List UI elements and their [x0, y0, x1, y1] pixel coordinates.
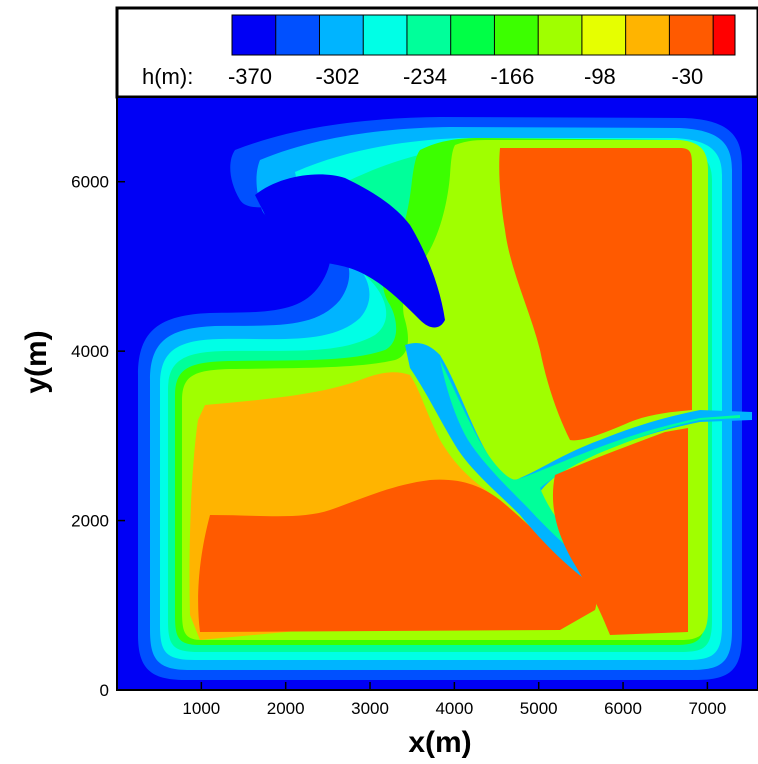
x-tick-label: 3000 — [351, 699, 389, 718]
legend-tick-label: -166 — [490, 64, 534, 89]
legend-swatch — [581, 15, 627, 55]
x-tick-label: 2000 — [267, 699, 305, 718]
x-tick-label: 5000 — [520, 699, 558, 718]
lower-right-block — [552, 428, 688, 635]
legend-tick-label: -30 — [672, 64, 704, 89]
legend-tick-label: -98 — [584, 64, 616, 89]
legend-colorbar-border — [231, 14, 736, 56]
legend-tick-labels: -370 -302 -234 -166 -98 -30 — [228, 64, 703, 89]
x-axis-label: x(m) — [408, 726, 471, 759]
legend-swatch — [275, 15, 320, 55]
contour-field — [117, 97, 758, 690]
legend-swatch — [625, 15, 670, 55]
legend-variable-label: h(m): — [142, 64, 193, 89]
legend-swatch — [363, 15, 408, 55]
x-tick-label: 4000 — [435, 699, 473, 718]
plot-frame — [116, 96, 758, 691]
legend-swatch — [669, 15, 714, 55]
y-tick-label: 4000 — [71, 342, 109, 361]
y-tick-label: 6000 — [71, 173, 109, 192]
legend-colorbar — [231, 14, 736, 56]
y-axis-ticks: 0 2000 4000 6000 — [71, 173, 125, 700]
y-axis-label: y(m) — [20, 330, 53, 393]
y-tick-label: 0 — [100, 681, 109, 700]
deep-bay — [255, 174, 445, 328]
legend-swatch — [494, 15, 539, 55]
x-tick-label: 1000 — [182, 699, 220, 718]
x-tick-label: 7000 — [688, 699, 726, 718]
channel-shallow — [405, 343, 752, 590]
legend-tick-label: -234 — [403, 64, 447, 89]
x-tick-label: 6000 — [604, 699, 642, 718]
y-tick-label: 2000 — [71, 512, 109, 531]
legend-tick-label: -302 — [315, 64, 359, 89]
left-basin-core — [198, 479, 597, 632]
legend-tick-label: -370 — [228, 64, 272, 89]
x-axis-ticks: 1000 2000 3000 4000 5000 6000 7000 — [182, 682, 726, 718]
legend-swatch — [406, 15, 452, 55]
right-block — [499, 148, 692, 441]
legend-swatch — [450, 15, 495, 55]
legend-swatch — [538, 15, 583, 55]
legend-swatch — [713, 15, 736, 55]
legend-swatch — [232, 15, 277, 55]
legend-swatch — [319, 15, 364, 55]
